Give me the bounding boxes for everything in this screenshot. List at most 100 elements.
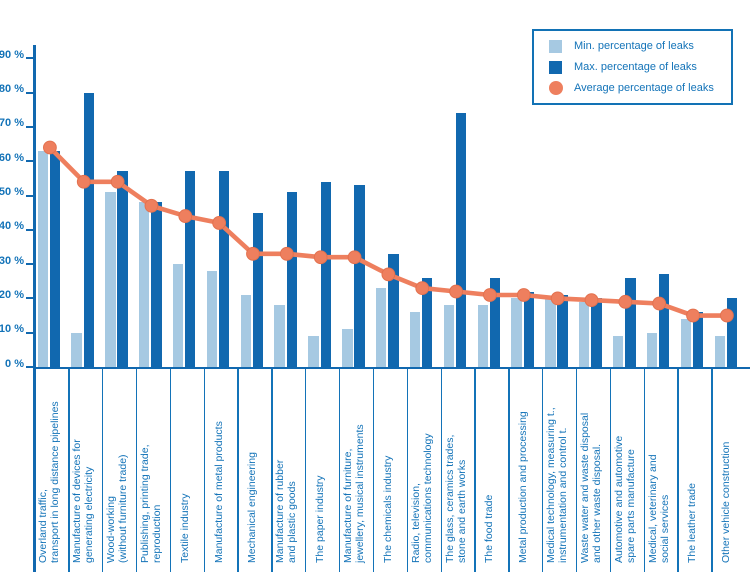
category-separator <box>135 368 138 572</box>
max-bar <box>523 291 534 367</box>
x-axis-label-text: The paper industry <box>314 475 327 563</box>
y-tick <box>25 91 34 94</box>
category-separator <box>406 368 409 572</box>
legend-item-average: Average percentage of leaks <box>549 79 731 97</box>
category-separator <box>102 368 104 572</box>
legend-item-max: Max. percentage of leaks <box>549 58 731 76</box>
x-axis <box>34 366 750 370</box>
category-separator <box>305 368 307 572</box>
max-bar <box>252 212 264 367</box>
x-axis-label: Publishing, printing trade, reproduction <box>136 371 170 564</box>
y-tick <box>25 297 34 300</box>
min-bar <box>612 336 624 367</box>
x-axis-label: Medical technology, measuring t., instrum… <box>542 371 576 563</box>
x-axis-label: The food trade <box>474 371 508 563</box>
max-bar <box>692 312 704 367</box>
min-swatch-icon <box>549 39 562 53</box>
x-axis-label-text: Manufacture of rubber and plastic goods <box>274 459 299 563</box>
x-axis-label-text: Textile industry <box>178 493 191 563</box>
min-bar <box>139 202 150 367</box>
min-bar <box>579 301 590 367</box>
x-axis-label: Radio, television, communications technol… <box>407 371 441 563</box>
y-tick-label: 30 % <box>0 254 24 267</box>
max-bar <box>489 277 501 367</box>
legend-label-min: Min. percentage of leaks <box>574 40 694 52</box>
min-bar <box>308 336 319 367</box>
max-bar <box>591 298 602 367</box>
min-bar <box>105 192 116 367</box>
x-axis-label-text: The leather trade <box>686 483 699 563</box>
min-bar <box>274 305 285 367</box>
x-axis-label: The glass, ceramics trades, stone and ear… <box>441 371 475 563</box>
max-bar <box>218 171 230 367</box>
max-bar <box>354 185 365 367</box>
y-tick <box>25 160 34 163</box>
max-bar <box>422 277 433 367</box>
y-tick <box>25 331 34 334</box>
x-axis-label: Manufacture of furniture, jewellery, musi… <box>339 371 373 563</box>
max-bar <box>726 298 738 367</box>
category-separator <box>338 368 341 572</box>
max-bar <box>151 202 162 367</box>
x-axis-label-text: The chemicals industry <box>381 455 394 563</box>
x-axis-label: Other vehicle construction <box>711 371 745 563</box>
max-bar <box>320 181 331 367</box>
y-tick-label: 50 % <box>0 186 24 198</box>
max-bar <box>286 192 298 367</box>
min-bar <box>342 329 353 367</box>
y-tick-label: 60 % <box>0 151 24 164</box>
category-separator <box>203 368 205 572</box>
max-bar <box>388 253 399 367</box>
x-axis-label: Medical, veterinary and social services <box>644 371 678 563</box>
category-separator <box>542 368 544 572</box>
category-separator <box>575 368 578 572</box>
max-bar <box>625 277 636 367</box>
x-axis-label: Waste water and waste disposal and other … <box>576 371 610 563</box>
x-axis-label: The chemicals industry <box>373 371 407 563</box>
x-axis-label-text: Publishing, printing trade, reproduction <box>139 444 163 564</box>
min-bar <box>206 270 218 367</box>
category-separator <box>169 368 172 572</box>
y-tick-label: 40 % <box>0 220 24 233</box>
y-tick-label: 20 % <box>0 288 24 301</box>
y-tick-label: 0 % <box>5 357 24 370</box>
x-axis-label: The paper industry <box>305 371 339 563</box>
x-axis-label-text: Manufacture of furniture, jewellery, musi… <box>342 424 366 563</box>
min-bar <box>680 318 692 367</box>
max-bar <box>117 171 128 367</box>
x-axis-label-text: Radio, television, communications technol… <box>409 433 434 563</box>
x-axis-label: Metal production and processing <box>508 371 542 563</box>
category-separator <box>440 368 442 572</box>
x-axis-label-text: Manufacture of metal products <box>212 421 225 563</box>
x-axis-label-text: The glass, ceramics trades, stone and ear… <box>443 434 468 563</box>
y-tick-label: 70 % <box>0 117 24 130</box>
category-separator <box>643 368 645 572</box>
y-tick <box>25 125 34 128</box>
min-bar <box>646 332 658 367</box>
x-axis-label-text: Automotive and automotive spare parts man… <box>613 435 637 563</box>
category-separator <box>711 368 713 572</box>
x-axis-label-text: Medical, veterinary and social services <box>646 454 671 563</box>
average-swatch-icon <box>549 81 563 95</box>
x-axis-label: Overland traffic, transport in long dista… <box>34 371 68 563</box>
legend-label-max: Max. percentage of leaks <box>574 61 697 73</box>
y-tick-label: 90 % <box>0 48 24 61</box>
x-axis-label: Manufacture of metal products <box>204 371 238 563</box>
y-tick-label: 10 % <box>0 323 24 336</box>
min-bar <box>172 264 184 367</box>
legend-label-average: Average percentage of leaks <box>574 82 714 94</box>
min-bar <box>376 288 387 367</box>
x-axis-label-text: Mechanical engineering <box>246 452 259 563</box>
min-bar <box>545 298 556 367</box>
x-axis-label: Manufacture of devices for generating ele… <box>68 371 102 563</box>
x-axis-label: The leather trade <box>677 371 711 563</box>
min-bar <box>71 332 82 367</box>
y-tick <box>25 263 34 266</box>
min-bar <box>477 305 488 367</box>
x-axis-label-text: The food trade <box>483 494 496 563</box>
max-bar <box>185 171 196 367</box>
category-separator <box>68 368 70 572</box>
max-bar <box>455 113 467 367</box>
legend-item-min: Min. percentage of leaks <box>549 37 731 55</box>
x-axis-label: Wood-working (without furniture trade) <box>102 371 136 563</box>
